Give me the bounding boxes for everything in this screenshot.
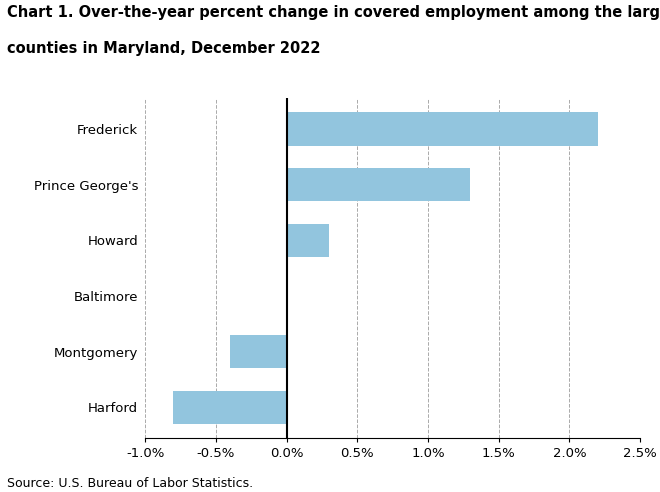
Bar	[230, 335, 286, 369]
Text: Chart 1. Over-the-year percent change in covered employment among the largest: Chart 1. Over-the-year percent change in…	[7, 5, 660, 20]
Bar	[286, 112, 598, 146]
Bar	[286, 224, 329, 257]
Text: Source: U.S. Bureau of Labor Statistics.: Source: U.S. Bureau of Labor Statistics.	[7, 477, 253, 490]
Text: counties in Maryland, December 2022: counties in Maryland, December 2022	[7, 41, 320, 56]
Bar	[286, 168, 471, 201]
Bar	[174, 391, 286, 424]
